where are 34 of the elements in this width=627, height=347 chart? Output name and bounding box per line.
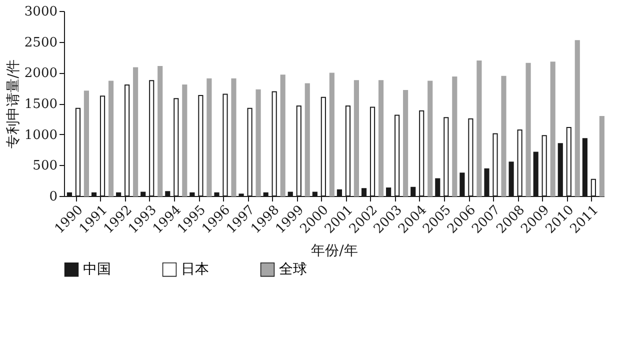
y-tick-label: 3000 [24, 4, 58, 20]
bar [84, 90, 90, 196]
bar [599, 116, 604, 196]
bar [206, 78, 212, 196]
legend-label: 中国 [83, 262, 111, 278]
bar [133, 67, 138, 196]
y-tick-label: 2000 [24, 66, 58, 82]
x-axis-title: 年份/年 [311, 243, 358, 260]
bar [231, 78, 236, 196]
bar [574, 40, 580, 196]
y-tick-label: 2500 [24, 35, 58, 50]
y-tick-label: 1500 [24, 97, 58, 112]
bar [304, 83, 310, 196]
bar [501, 76, 506, 196]
bar [329, 72, 334, 196]
y-tick-label: 0 [49, 190, 58, 204]
bar [403, 90, 408, 196]
bar [108, 80, 114, 196]
legend-label: 全球 [279, 262, 307, 278]
bar [158, 66, 163, 196]
bar [354, 80, 360, 196]
bar [476, 60, 482, 196]
y-axis-title: 专利申请量/件 [5, 60, 22, 148]
bar [526, 62, 531, 196]
bar [256, 89, 261, 196]
legend-label: 日本 [181, 262, 209, 278]
y-tick-label: 500 [32, 158, 58, 174]
bar [280, 74, 286, 196]
bar [452, 76, 458, 196]
bar [550, 62, 556, 196]
y-tick-label: 1000 [24, 128, 58, 143]
bar [428, 80, 433, 196]
bar [182, 84, 188, 196]
bar [378, 80, 384, 196]
